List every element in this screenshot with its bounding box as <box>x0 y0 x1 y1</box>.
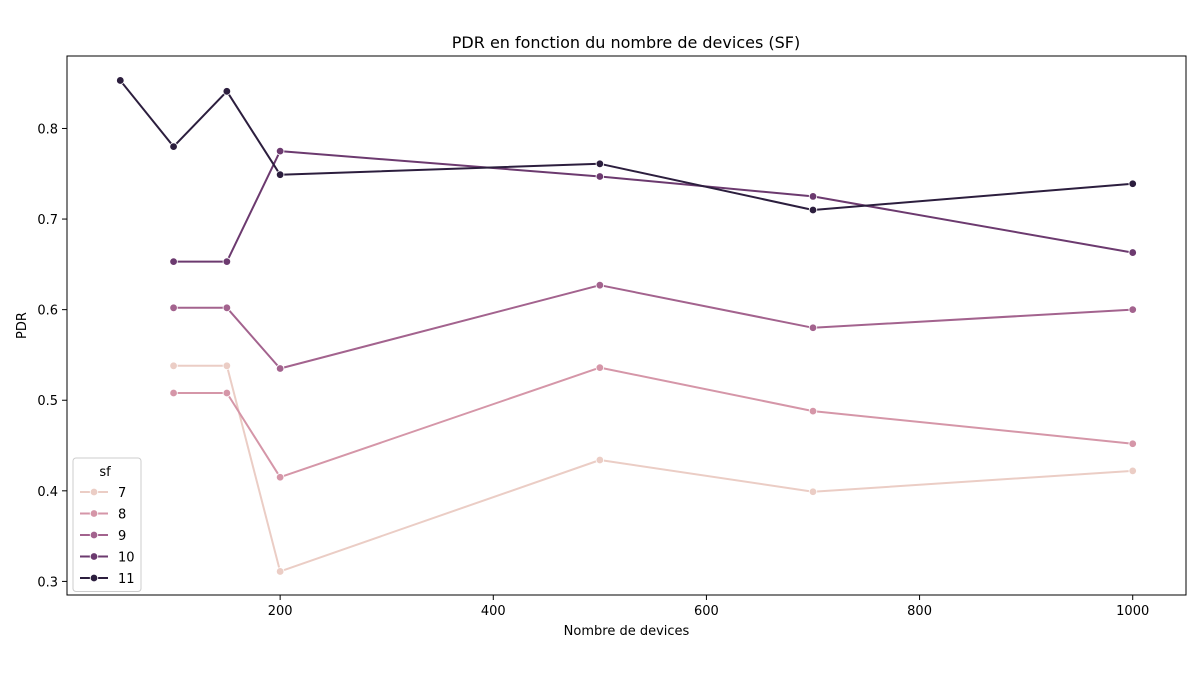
y-tick-label: 0.6 <box>37 304 58 319</box>
x-axis-label: Nombre de devices <box>564 624 690 639</box>
data-point <box>1128 248 1137 257</box>
series-7 <box>169 361 1137 576</box>
y-tick-label: 0.5 <box>37 394 58 409</box>
series-line <box>119 79 1133 211</box>
data-point <box>169 388 178 398</box>
data-point <box>808 192 818 201</box>
series-10 <box>169 146 1137 266</box>
y-axis-label: PDR <box>15 312 30 339</box>
legend-label: 10 <box>118 551 135 566</box>
legend-label: 8 <box>118 508 126 523</box>
y-tick-label: 0.3 <box>37 575 58 590</box>
legend-label: 9 <box>118 529 126 544</box>
data-point <box>595 455 605 465</box>
data-point <box>1128 305 1137 314</box>
x-axis: 200 400 600 800 1000 <box>268 595 1149 619</box>
chart-title: PDR en fonction du nombre de devices (SF… <box>452 33 800 52</box>
legend-swatch-marker <box>89 487 99 497</box>
y-axis: 0.3 0.4 0.5 0.6 0.7 0.8 <box>37 122 67 590</box>
data-point <box>808 323 818 332</box>
series-9 <box>169 280 1137 373</box>
legend-label: 7 <box>118 486 126 501</box>
data-point <box>595 280 605 290</box>
series-8 <box>169 363 1137 482</box>
data-point <box>595 159 605 168</box>
data-point <box>169 142 178 151</box>
x-tick-label: 1000 <box>1116 604 1149 619</box>
data-point <box>1128 439 1137 448</box>
legend-swatch-marker <box>89 530 99 540</box>
data-point <box>116 76 125 85</box>
x-tick-label: 800 <box>907 604 932 619</box>
y-tick-label: 0.4 <box>37 485 58 500</box>
legend-item: 10 <box>80 551 135 566</box>
x-tick-label: 200 <box>268 604 293 619</box>
data-point <box>1128 179 1137 188</box>
legend-title: sf <box>99 465 111 480</box>
legend-item: 11 <box>80 572 135 587</box>
y-tick-label: 0.8 <box>37 122 58 137</box>
data-point <box>275 364 285 373</box>
data-point <box>808 406 818 416</box>
x-tick-label: 400 <box>481 604 506 619</box>
legend: sf 7 8 9 10 11 <box>72 457 142 592</box>
data-point <box>1128 466 1137 476</box>
data-point <box>169 303 178 313</box>
series-line <box>173 366 1133 479</box>
data-point <box>222 87 232 96</box>
legend-label: 11 <box>118 572 135 587</box>
legend-swatch-marker <box>89 552 99 561</box>
data-point <box>169 257 178 266</box>
legend-swatch-marker <box>89 573 99 583</box>
series-line <box>173 284 1133 370</box>
legend-item: 9 <box>80 529 126 544</box>
series-line <box>173 150 1133 263</box>
data-point <box>222 388 232 398</box>
data-point <box>222 303 232 313</box>
legend-swatch-marker <box>89 509 99 518</box>
data-point <box>275 473 285 482</box>
legend-item: 7 <box>80 486 126 501</box>
series-layer <box>116 76 1137 576</box>
series-11 <box>116 76 1137 215</box>
plot-frame <box>66 55 1187 596</box>
data-point <box>275 567 285 576</box>
data-point <box>222 257 232 266</box>
data-point <box>808 487 818 496</box>
y-tick-label: 0.7 <box>37 213 58 228</box>
series-line <box>173 364 1133 573</box>
data-point <box>595 172 605 181</box>
x-tick-label: 600 <box>694 604 719 619</box>
data-point <box>275 170 285 179</box>
data-point <box>275 146 285 156</box>
data-point <box>169 361 178 371</box>
data-point <box>595 363 605 372</box>
legend-item: 8 <box>80 508 126 523</box>
data-point <box>808 205 818 215</box>
data-point <box>222 361 232 371</box>
